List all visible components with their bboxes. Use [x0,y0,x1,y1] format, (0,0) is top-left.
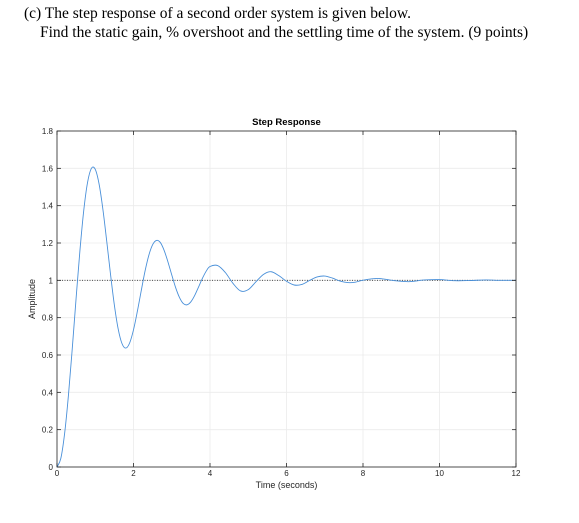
series-layer [56,166,517,468]
y-tick-label: 0 [49,463,54,472]
question-line-1: (c) The step response of a second order … [24,5,411,22]
y-tick-label: 1.6 [42,164,54,173]
y-tick-label: 1.4 [42,202,54,211]
tick-layer: 0 2 4 6 8 10 12 0 0.2 0.4 0.6 0.8 1 1.2 1.4 1.6 1.8 [42,127,521,478]
grid [56,130,517,468]
x-tick-label: 2 [131,469,136,478]
x-tick-label: 10 [435,469,444,478]
x-tick-label: 0 [55,469,60,478]
x-axis-label: Time (seconds) [256,480,318,490]
x-tick-label: 6 [284,469,289,478]
x-tick-label: 4 [208,469,213,478]
question-line-2: Find the static gain, % overshoot and th… [40,24,529,41]
y-tick-label: 0.8 [42,314,54,323]
y-tick-label: 1.8 [42,127,54,136]
question-text: (c) The step response of a second order … [24,4,569,42]
y-tick-label: 1 [49,276,54,285]
x-tick-label: 8 [361,469,366,478]
y-tick-label: 1.2 [42,239,54,248]
y-axis-label: Amplitude [27,279,37,319]
x-tick-label: 12 [512,469,521,478]
y-tick-label: 0.6 [42,351,54,360]
chart-title: Step Response [252,117,321,128]
y-tick-label: 0.4 [42,388,54,397]
step-response-curve [56,166,517,468]
y-tick-label: 0.2 [42,426,54,435]
